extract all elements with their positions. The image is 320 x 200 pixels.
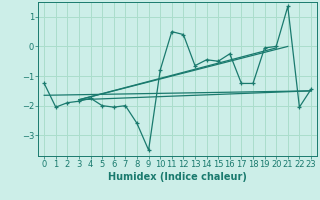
X-axis label: Humidex (Indice chaleur): Humidex (Indice chaleur) bbox=[108, 172, 247, 182]
